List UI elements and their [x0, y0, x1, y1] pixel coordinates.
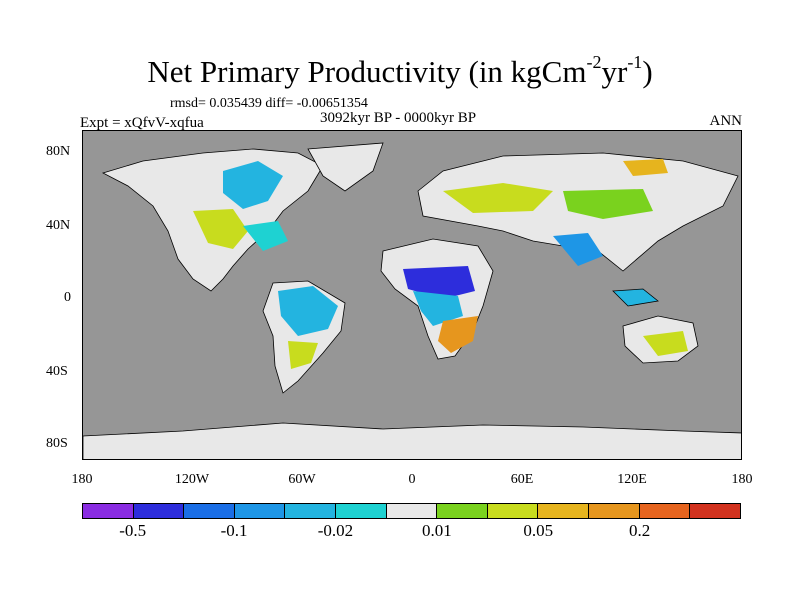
colorbar-swatch — [386, 504, 438, 518]
lat-label-40n: 40N — [46, 218, 71, 233]
land-indonesia — [612, 288, 659, 307]
eurasia-green-patch-2 — [563, 189, 653, 219]
colorbar-swatch — [336, 504, 387, 518]
map-plot — [82, 130, 742, 460]
colorbar-swatch — [589, 504, 640, 518]
colorbar-swatch — [690, 504, 740, 518]
colorbar-label: 0.01 — [421, 521, 452, 540]
africa-blue-patch — [403, 266, 475, 299]
colorbar-label: 0.2 — [628, 521, 651, 540]
colorbar-label: 0.05 — [523, 521, 554, 540]
land-greenland — [307, 142, 384, 192]
colorbar-swatch — [83, 504, 134, 518]
colorbar-swatch — [285, 504, 337, 518]
lon-label-120e: 120E — [617, 472, 647, 487]
eurasia-orange-patch — [623, 159, 668, 176]
eurasia-blue-patch — [553, 233, 603, 266]
lon-label-180w: 180 — [71, 472, 93, 487]
land-antarctica — [83, 422, 741, 459]
sa-blue-patch — [278, 286, 338, 336]
colorbar-swatch — [639, 504, 691, 518]
lon-label-0: 0 — [408, 472, 416, 487]
stats-text: rmsd= 0.035439 diff= -0.00651354 — [170, 96, 368, 111]
lat-label-0: 0 — [64, 290, 71, 305]
experiment-text: Expt = xQfvV-xqfua — [80, 115, 204, 131]
aus-green-patch — [643, 331, 688, 356]
colorbar-label: -0.1 — [220, 521, 248, 540]
colorbar-swatch — [234, 504, 286, 518]
colorbar-swatch — [538, 504, 590, 518]
africa-teal-patch — [413, 291, 463, 326]
colorbar-swatch — [133, 504, 185, 518]
lon-label-60w: 60W — [288, 472, 316, 487]
na-teal-patch — [243, 221, 288, 251]
colorbar-swatch — [437, 504, 488, 518]
lon-label-180e: 180 — [731, 472, 753, 487]
eurasia-green-patch — [443, 183, 553, 213]
colorbar-label: -0.5 — [119, 521, 147, 540]
colorbar-swatch — [487, 504, 539, 518]
colorbar-label: -0.02 — [317, 521, 354, 540]
lon-label-60e: 60E — [510, 472, 534, 487]
lat-label-80s: 80S — [46, 436, 68, 451]
lat-label-40s: 40S — [46, 364, 68, 379]
na-green-patch — [193, 209, 248, 249]
period-text: 3092kyr BP - 0000kyr BP — [320, 110, 477, 126]
season-text: ANN — [709, 113, 743, 129]
lat-label-80n: 80N — [46, 144, 71, 159]
africa-orange-patch — [438, 316, 478, 353]
chart-title: Net Primary Productivity (in kgCm-2yr-1) — [147, 52, 653, 89]
colorbar — [82, 503, 741, 519]
colorbar-swatch — [184, 504, 235, 518]
lon-label-120w: 120W — [174, 472, 210, 487]
na-blue-patch — [223, 161, 283, 209]
sa-green-patch — [288, 341, 318, 369]
